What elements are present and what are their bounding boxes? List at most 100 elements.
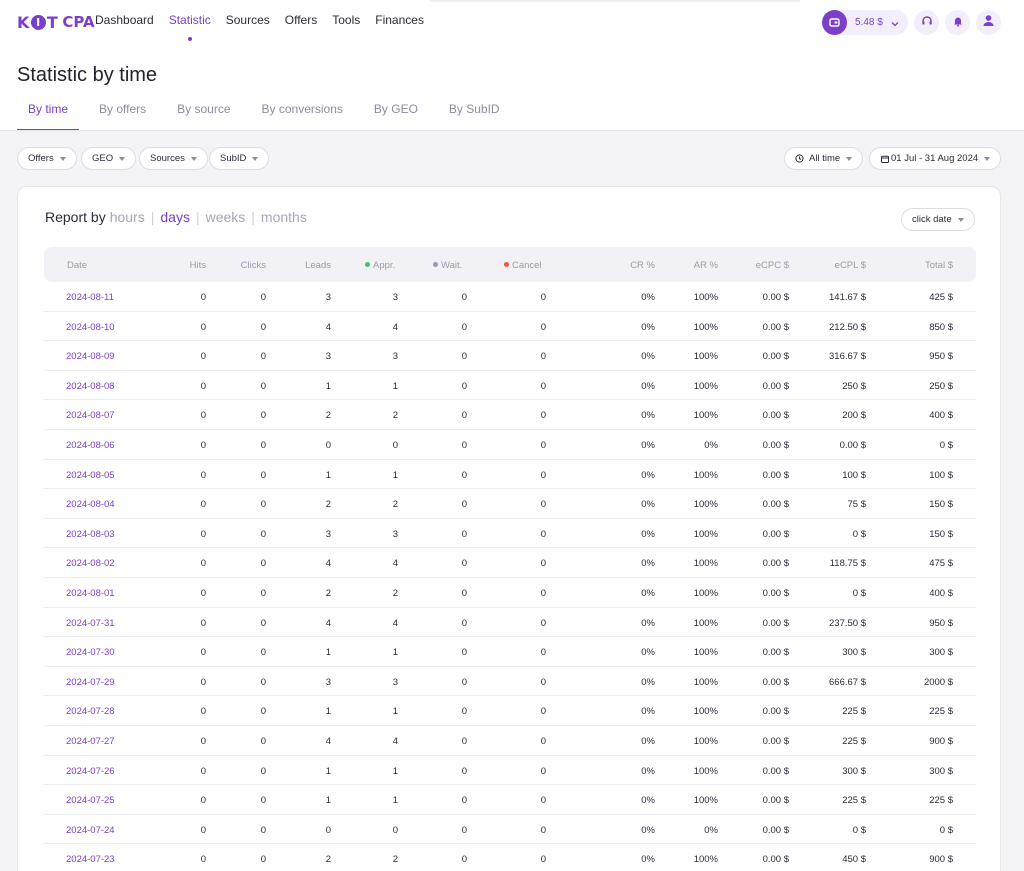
cell-approved: 1 — [392, 706, 398, 718]
cell-total: 400 $ — [929, 410, 953, 422]
tab-by-offers[interactable]: By offers — [99, 102, 147, 116]
cell-hits: 0 — [200, 439, 206, 451]
cell-date[interactable]: 2024-08-05 — [66, 469, 115, 481]
cell-waiting: 0 — [461, 706, 467, 718]
table-row: 2024-08-10 0 0 4 4 0 0 0% 100% 0.00 $ 212.50 $ 850 … — [44, 312, 976, 342]
col-hits[interactable]: Hits — [189, 260, 206, 271]
cell-ecpl: 225 $ — [842, 735, 866, 747]
wallet-icon — [822, 10, 847, 35]
col-approved[interactable]: Appr. — [365, 260, 395, 271]
col-cancel[interactable]: Cancel — [504, 260, 542, 271]
cell-total: 900 $ — [929, 735, 953, 747]
cell-date[interactable]: 2024-07-25 — [66, 795, 115, 807]
cell-ecpl: 666.67 $ — [829, 676, 866, 688]
geo-filter[interactable]: GEO — [81, 147, 137, 170]
date-mode-select[interactable]: click date — [901, 208, 975, 231]
col-cr[interactable]: CR % — [630, 260, 655, 271]
subid-filter[interactable]: SubID — [209, 147, 270, 170]
cell-date[interactable]: 2024-07-30 — [66, 647, 115, 659]
sources-filter[interactable]: Sources — [139, 147, 208, 170]
cell-total: 425 $ — [929, 292, 953, 303]
balance-dropdown[interactable]: 5.48 $ — [822, 10, 908, 35]
cell-waiting: 0 — [461, 676, 467, 688]
cell-total: 400 $ — [929, 587, 953, 599]
cell-date[interactable]: 2024-07-27 — [66, 735, 115, 747]
cell-waiting: 0 — [461, 439, 467, 451]
period-filter[interactable]: All time — [784, 147, 864, 170]
cell-date[interactable]: 2024-08-09 — [66, 351, 115, 363]
cell-ar: 100% — [693, 647, 718, 659]
cell-date[interactable]: 2024-08-03 — [66, 528, 115, 540]
report-option-months[interactable]: months — [260, 209, 307, 225]
cell-leads: 0 — [325, 824, 331, 836]
cell-approved: 1 — [392, 795, 398, 807]
cell-date[interactable]: 2024-07-28 — [66, 706, 115, 718]
date-mode-label: click date — [912, 214, 952, 225]
report-option-weeks[interactable]: weeks — [205, 209, 246, 225]
tab-by-subid[interactable]: By SubID — [448, 102, 500, 116]
option-separator: | — [251, 209, 255, 225]
waiting-dot-icon — [433, 261, 438, 267]
table-row: 2024-08-03 0 0 3 3 0 0 0% 100% 0.00 $ 0 $ 150 $ — [44, 519, 976, 549]
col-leads[interactable]: Leads — [305, 260, 331, 271]
date-range-picker[interactable]: 01 Jul - 31 Aug 2024 — [869, 147, 1002, 170]
col-date[interactable]: Date — [67, 260, 88, 271]
nav-sources[interactable]: Sources — [225, 13, 270, 27]
cell-date[interactable]: 2024-08-01 — [66, 587, 115, 599]
cell-date[interactable]: 2024-07-31 — [66, 617, 115, 629]
cell-approved: 3 — [392, 292, 398, 303]
cell-date[interactable]: 2024-08-06 — [66, 439, 115, 451]
profile-button[interactable] — [976, 10, 1001, 35]
cell-date[interactable]: 2024-08-02 — [66, 558, 115, 570]
nav-offers[interactable]: Offers — [284, 13, 318, 27]
cell-date[interactable]: 2024-07-23 — [66, 854, 115, 866]
cell-leads: 3 — [325, 292, 331, 303]
cell-date[interactable]: 2024-08-11 — [66, 292, 114, 303]
tab-by-source[interactable]: By source — [177, 102, 231, 116]
cell-hits: 0 — [200, 676, 206, 688]
col-ar[interactable]: AR % — [693, 260, 718, 271]
cell-leads: 4 — [325, 735, 331, 747]
cell-date[interactable]: 2024-07-24 — [66, 824, 115, 836]
cell-date[interactable]: 2024-07-26 — [66, 765, 115, 777]
clock-icon — [795, 154, 804, 163]
tab-by-conversions[interactable]: By conversions — [261, 102, 343, 116]
table-row: 2024-08-11 0 0 3 3 0 0 0% 100% 0.00 $ 141.67 $ 425 … — [44, 282, 976, 312]
tab-by-geo[interactable]: By GEO — [373, 102, 418, 116]
cell-leads: 1 — [325, 765, 331, 777]
cell-date[interactable]: 2024-08-08 — [66, 380, 115, 392]
cell-approved: 1 — [392, 647, 398, 659]
cell-ecpc: 0.00 $ — [762, 321, 789, 333]
cell-date[interactable]: 2024-08-04 — [66, 499, 115, 511]
user-icon — [982, 14, 995, 32]
col-total[interactable]: Total $ — [925, 260, 953, 271]
cell-approved: 3 — [392, 676, 398, 688]
cell-date[interactable]: 2024-08-10 — [66, 321, 115, 333]
col-clicks[interactable]: Clicks — [240, 260, 266, 271]
cell-cr: 0% — [641, 292, 655, 303]
nav-tools[interactable]: Tools — [332, 13, 361, 27]
col-ecpl[interactable]: eCPL $ — [834, 260, 866, 271]
offers-filter[interactable]: Offers — [17, 147, 77, 170]
cell-ecpc: 0.00 $ — [762, 676, 789, 688]
cell-cr: 0% — [641, 528, 655, 540]
support-button[interactable] — [914, 10, 939, 35]
col-waiting[interactable]: Wait. — [433, 260, 462, 271]
cell-cancel: 0 — [540, 706, 546, 718]
cell-date[interactable]: 2024-08-07 — [66, 410, 115, 422]
col-ecpc[interactable]: eCPC $ — [755, 260, 789, 271]
tab-by-time[interactable]: By time — [17, 96, 80, 131]
report-option-hours[interactable]: hours — [109, 209, 145, 225]
cell-approved: 2 — [392, 587, 398, 599]
nav-dashboard[interactable]: Dashboard — [95, 13, 154, 27]
nav-statistic[interactable]: Statistic — [168, 13, 211, 27]
cell-hits: 0 — [200, 351, 206, 363]
notifications-button[interactable] — [945, 10, 970, 35]
nav-finances[interactable]: Finances — [375, 13, 424, 27]
cell-cancel: 0 — [540, 292, 546, 303]
cell-date[interactable]: 2024-07-29 — [66, 676, 115, 688]
report-option-days[interactable]: days — [160, 209, 190, 225]
cell-ecpc: 0.00 $ — [762, 824, 789, 836]
